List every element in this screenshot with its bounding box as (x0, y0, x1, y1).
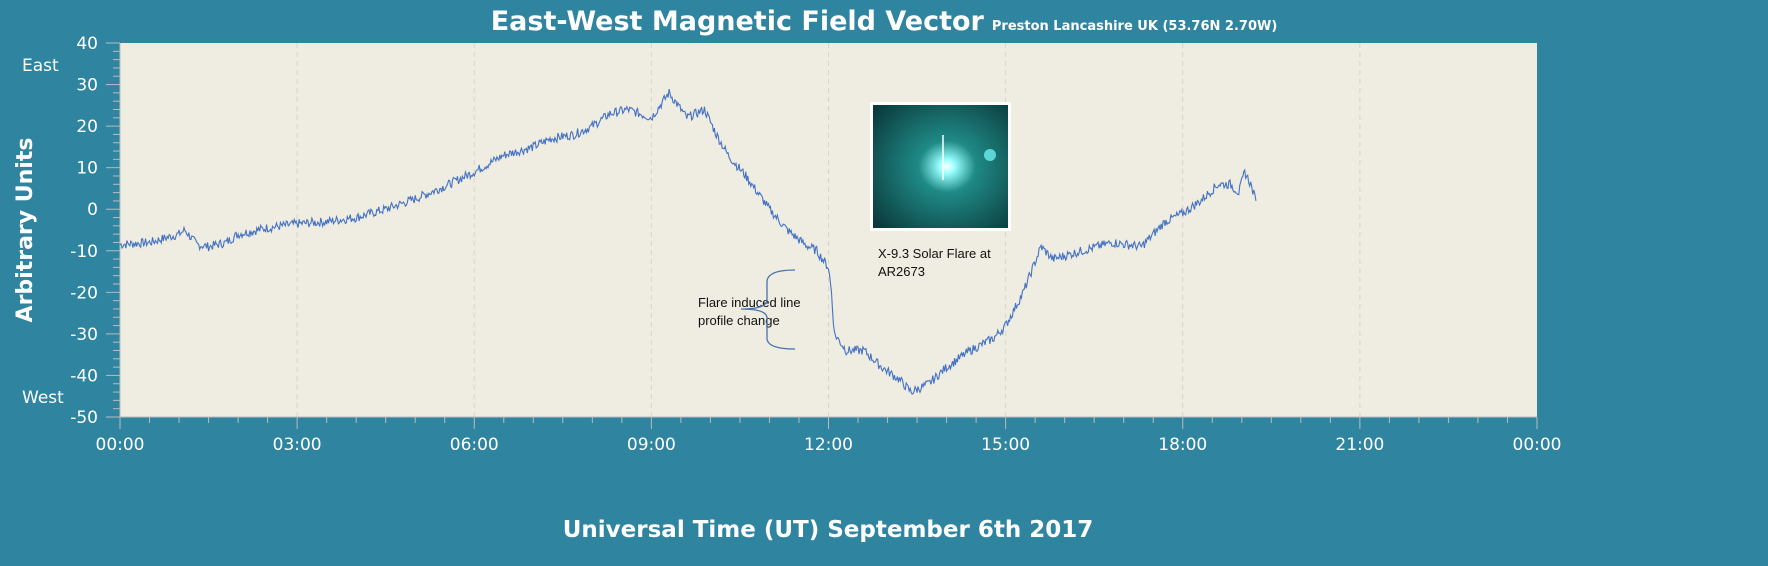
brace-caption-line2: profile change (698, 313, 780, 328)
x-axis-label: Universal Time (UT) September 6th 2017 (563, 517, 1094, 543)
west-label: West (22, 388, 64, 408)
plot-area (120, 43, 1537, 417)
y-tick-label: 0 (87, 200, 98, 220)
chart-title-block: East-West Magnetic Field Vector Preston L… (0, 6, 1768, 37)
chart-title: East-West Magnetic Field Vector (490, 6, 984, 37)
x-tick-label: 15:00 (981, 435, 1030, 455)
y-tick-label: -20 (70, 283, 98, 303)
y-tick-label: -10 (70, 242, 98, 262)
x-tick-label: 03:00 (273, 435, 322, 455)
x-tick-label: 06:00 (450, 435, 499, 455)
chart-subtitle: Preston Lancashire UK (53.76N 2.70W) (991, 19, 1278, 34)
y-axis-label: Arbitrary Units (13, 138, 38, 323)
x-tick-label: 18:00 (1158, 435, 1207, 455)
y-tick-label: -50 (70, 408, 98, 428)
flare-caption-line1: X-9.3 Solar Flare at (878, 246, 991, 261)
brace-caption-line1: Flare induced line (698, 295, 801, 310)
series-line (119, 88, 1257, 395)
x-tick-label: 00:00 (96, 435, 145, 455)
y-tick-label: 30 (76, 76, 98, 96)
east-label: East (22, 56, 59, 76)
y-tick-label: 40 (76, 34, 98, 54)
x-tick-label: 12:00 (804, 435, 853, 455)
y-tick-label: 20 (76, 117, 98, 137)
x-tick-label: 00:00 (1513, 435, 1562, 455)
y-tick-label: -40 (70, 366, 98, 386)
x-tick-label: 21:00 (1335, 435, 1384, 455)
y-tick-label: 10 (76, 159, 98, 179)
flare-caption-line2: AR2673 (878, 264, 925, 279)
x-tick-label: 09:00 (627, 435, 676, 455)
curly-brace (740, 269, 796, 350)
flare-image (870, 102, 1011, 231)
y-tick-label: -30 (70, 325, 98, 345)
